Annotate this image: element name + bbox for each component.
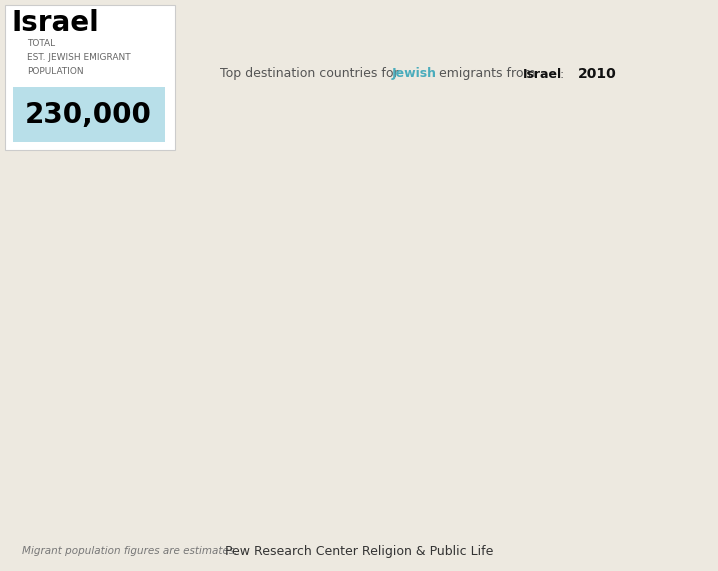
Text: emigrants from: emigrants from	[435, 67, 540, 81]
Text: 230,000: 230,000	[24, 101, 151, 129]
Text: EST. JEWISH EMIGRANT: EST. JEWISH EMIGRANT	[27, 53, 131, 62]
Text: TOTAL: TOTAL	[27, 39, 55, 48]
Text: Top destination countries for: Top destination countries for	[220, 67, 403, 81]
Text: Pew Research Center Religion & Public Life: Pew Research Center Religion & Public Li…	[225, 545, 493, 557]
FancyBboxPatch shape	[5, 5, 175, 150]
Text: 2010: 2010	[578, 67, 617, 81]
Text: Migrant population figures are estimates.: Migrant population figures are estimates…	[22, 546, 238, 556]
Text: Israel: Israel	[11, 9, 99, 37]
Text: Israel: Israel	[523, 67, 562, 81]
Text: :: :	[560, 67, 572, 81]
Text: Jewish: Jewish	[392, 67, 437, 81]
Text: POPULATION: POPULATION	[27, 67, 83, 76]
FancyBboxPatch shape	[13, 87, 165, 142]
